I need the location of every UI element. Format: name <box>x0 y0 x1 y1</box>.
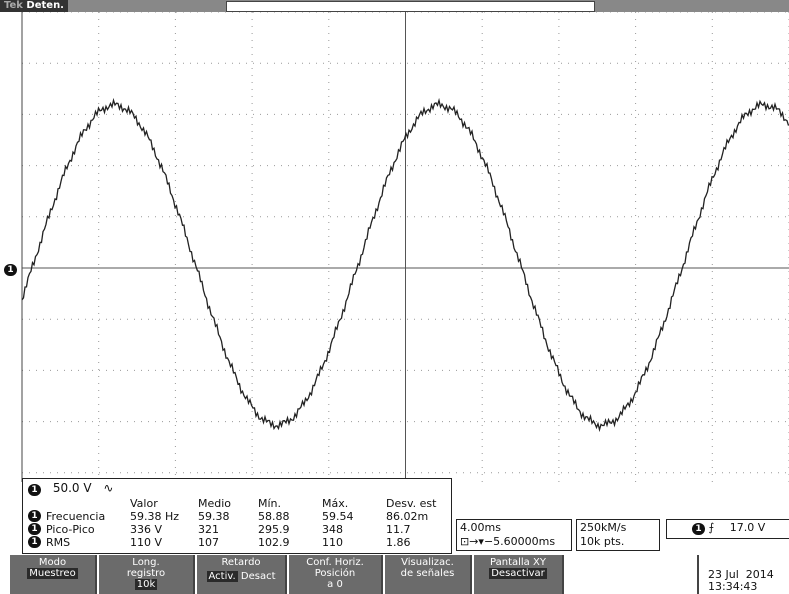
row-channel: 1 <box>28 536 41 548</box>
measure-value: 59.38 <box>198 510 230 523</box>
measure-value: 11.7 <box>386 523 411 536</box>
horizontal-scale: 4.00ms <box>460 521 501 534</box>
menu-button[interactable]: Retardo Activ. Desact <box>197 555 287 594</box>
menu-label: Pantalla XY <box>474 557 562 568</box>
trace-marker: 1 <box>4 264 17 276</box>
coupling: ∿ <box>103 481 113 495</box>
menu-label: Modo <box>10 557 95 568</box>
time: 13:34:43 <box>708 580 757 593</box>
measure-header: Máx. <box>322 497 348 510</box>
measure-value: 86.02m <box>386 510 428 523</box>
menu-option: Desact <box>241 571 276 582</box>
measure-name: RMS <box>46 536 70 549</box>
channel-scale: 50.0 V <box>53 481 92 495</box>
measure-value: 59.54 <box>322 510 354 523</box>
menu-label: a 0 <box>289 579 381 590</box>
status: Tek Deten. <box>0 0 68 12</box>
measure-value: 295.9 <box>258 523 290 536</box>
measure-value: 102.9 <box>258 536 290 549</box>
measure-value: 59.38 Hz <box>130 510 179 523</box>
menu-value: Desactivar <box>489 568 547 579</box>
menu-button[interactable]: Visualizac.de señales <box>385 555 472 594</box>
menu-label: registro <box>99 568 193 579</box>
trigger-level: 17.0 V <box>730 521 766 534</box>
oscilloscope-screen: Tek Deten. 1 1 50.0 V ∿ Valor Medio Mín. Má… <box>0 0 789 594</box>
measure-value: 58.88 <box>258 510 290 523</box>
measure-value: 110 <box>322 536 343 549</box>
menu-value: Muestreo <box>27 568 77 579</box>
menu-label: Long. <box>99 557 193 568</box>
row-channel: 1 <box>28 510 41 522</box>
graticule <box>0 12 789 482</box>
measure-value: 321 <box>198 523 219 536</box>
menu-label: Retardo <box>197 557 285 568</box>
brand: Tek <box>4 0 23 11</box>
measure-name: Frecuencia <box>46 510 105 523</box>
menu-value: 10k <box>135 579 158 590</box>
measure-header: Mín. <box>258 497 281 510</box>
measure-value: 1.86 <box>386 536 411 549</box>
measure-value: 107 <box>198 536 219 549</box>
menu-label: Conf. Horiz. <box>289 557 381 568</box>
measure-value: 110 V <box>130 536 162 549</box>
measure-header: Medio <box>198 497 231 510</box>
measure-header: Desv. est <box>386 497 436 510</box>
menu-label: de señales <box>385 568 470 579</box>
menu-label: Posición <box>289 568 381 579</box>
measure-value: 348 <box>322 523 343 536</box>
menu-label: Visualizac. <box>385 557 470 568</box>
record-points: 10k pts. <box>580 535 624 548</box>
measure-value: 336 V <box>130 523 162 536</box>
measure-header: Valor <box>130 497 158 510</box>
record-view <box>226 1 595 12</box>
menu-option: Activ. <box>207 571 238 582</box>
trigger-channel: 1 <box>692 523 705 535</box>
row-channel: 1 <box>28 523 41 535</box>
measure-name: Pico-Pico <box>46 523 95 536</box>
horizontal-position: −5.60000ms <box>484 535 555 548</box>
sample-rate: 250kM/s <box>580 521 626 534</box>
channel-number: 1 <box>28 484 41 496</box>
run-state: Deten. <box>26 0 64 11</box>
